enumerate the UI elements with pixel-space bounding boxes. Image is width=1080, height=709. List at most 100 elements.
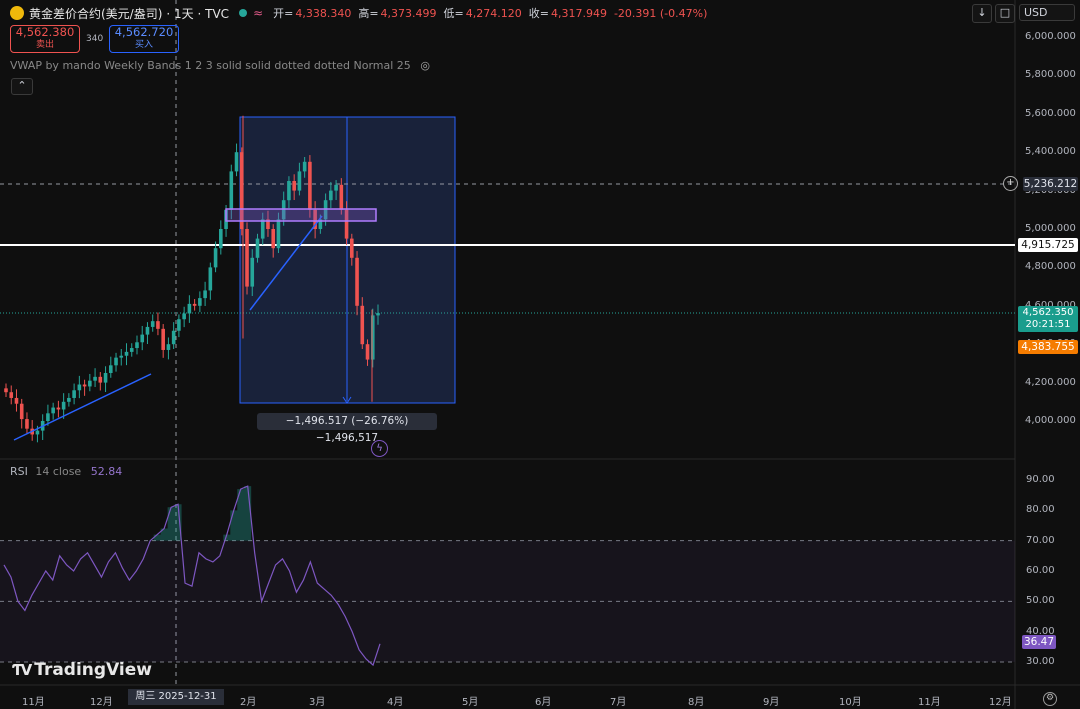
candle-body bbox=[245, 229, 249, 287]
symbol-header: 黄金差价合约(美元/盎司) · 1天 · TVC ≈ 开= 4,338.340 … bbox=[10, 4, 714, 22]
last-price: 4,562.350 bbox=[1022, 307, 1074, 318]
time-axis-label: 8月 bbox=[688, 697, 705, 708]
gold-coin-icon bbox=[10, 6, 24, 20]
high-label: 高= bbox=[358, 7, 379, 20]
candle-body bbox=[182, 313, 186, 320]
buy-label: 买入 bbox=[134, 40, 153, 50]
sell-label: 卖出 bbox=[35, 40, 54, 50]
buy-button[interactable]: 4,562.720 买入 bbox=[109, 25, 179, 53]
rsi-label: RSI bbox=[10, 465, 28, 478]
candle-body bbox=[88, 380, 92, 387]
candle-body bbox=[145, 326, 150, 335]
candle-body bbox=[255, 238, 260, 258]
fullscreen-button[interactable]: □ bbox=[995, 4, 1015, 23]
open-label: 开= bbox=[273, 7, 294, 20]
rsi-line bbox=[3, 485, 381, 667]
rsi-axis-label: 70.00 bbox=[1026, 534, 1055, 546]
candle-body bbox=[171, 330, 176, 345]
collapse-indicators-button[interactable]: ⌃ bbox=[11, 78, 33, 95]
add-alert-icon[interactable]: + bbox=[1003, 176, 1018, 191]
rsi-axis-label: 60.00 bbox=[1026, 565, 1055, 576]
tv-logo-icon: ƬV bbox=[12, 661, 32, 679]
candle-body bbox=[302, 161, 307, 172]
time-axis-label: 9月 bbox=[763, 697, 780, 708]
rsi-axis-label: 50.00 bbox=[1026, 595, 1055, 607]
buy-price: 4,562.720 bbox=[114, 25, 174, 39]
crosshair-price-tag: 5,236.212 bbox=[1023, 177, 1078, 191]
measure-arrow-head bbox=[342, 396, 352, 404]
download-button[interactable]: ↓ bbox=[972, 4, 992, 23]
price-axis-label: 5,000.000 bbox=[1025, 223, 1076, 234]
change-value: -20.391 (-0.47%) bbox=[613, 6, 708, 20]
candle-body bbox=[135, 342, 139, 349]
candle-body bbox=[129, 348, 134, 352]
candle-body bbox=[150, 321, 155, 327]
rsi-indicator-label[interactable]: RSI 14 close 52.84 bbox=[10, 465, 122, 478]
time-axis-label: 10月 bbox=[839, 697, 862, 708]
time-axis-label: 4月 bbox=[387, 697, 404, 708]
rsi-axis-label: 90.00 bbox=[1026, 474, 1055, 485]
candle-body bbox=[250, 257, 255, 287]
candle-body bbox=[234, 152, 239, 172]
vwap-indicator-label[interactable]: VWAP by mando Weekly Bands 1 2 3 solid s… bbox=[10, 59, 430, 72]
measure-result-label: −1,496.517 (−26.76%) −1,496,517 bbox=[257, 413, 437, 444]
candle-body bbox=[350, 238, 354, 258]
candle-body bbox=[187, 303, 192, 314]
time-axis-label: 5月 bbox=[462, 697, 479, 708]
price-axis-label: 4,200.000 bbox=[1025, 376, 1076, 388]
candle-body bbox=[140, 334, 145, 343]
low-label: 低= bbox=[443, 7, 464, 20]
symbol-name[interactable]: 黄金差价合约(美元/盎司) bbox=[29, 6, 163, 21]
candle-body bbox=[14, 397, 19, 404]
bar-countdown: 20:21:51 bbox=[1025, 319, 1071, 330]
price-axis-label: 4,600.000 bbox=[1025, 300, 1076, 311]
candle-body bbox=[229, 171, 234, 210]
candle-body bbox=[203, 290, 207, 299]
candle-body bbox=[114, 357, 118, 366]
time-axis-label: 12月 bbox=[90, 697, 113, 708]
chevron-up-icon: ⌃ bbox=[17, 79, 27, 92]
lightning-icon[interactable]: ϟ bbox=[371, 440, 388, 457]
candle-body bbox=[51, 407, 55, 414]
price-axis-label: 4,800.000 bbox=[1025, 261, 1076, 273]
price-axis-label: 5,800.000 bbox=[1025, 69, 1076, 81]
candle-body bbox=[323, 200, 328, 220]
spread-value: 340 bbox=[86, 34, 104, 44]
candle-body bbox=[365, 344, 370, 360]
eye-off-icon[interactable]: ◎ bbox=[420, 59, 430, 72]
candle-body bbox=[271, 229, 276, 249]
candle-body bbox=[177, 319, 181, 331]
candle-body bbox=[93, 376, 97, 381]
candle-body bbox=[318, 219, 323, 229]
interval-source[interactable]: · 1天 · TVC bbox=[166, 6, 230, 21]
candle-body bbox=[376, 313, 380, 316]
time-axis-label: 11月 bbox=[22, 697, 45, 708]
price-axis-label: 6,000.000 bbox=[1025, 31, 1076, 42]
open-value: 4,338.340 bbox=[295, 6, 352, 20]
price-axis-label: 5,400.000 bbox=[1025, 146, 1076, 158]
settings-gear-icon[interactable]: ⚙ bbox=[1043, 692, 1057, 706]
candle-body bbox=[166, 344, 171, 350]
close-label: 收= bbox=[528, 7, 549, 20]
rsi-axis-label: 40.00 bbox=[1026, 625, 1055, 637]
candle-body bbox=[260, 219, 265, 239]
high-value: 4,373.499 bbox=[380, 6, 437, 20]
candle-body bbox=[213, 248, 218, 268]
currency-select[interactable]: USD bbox=[1019, 4, 1075, 21]
time-axis-label: 6月 bbox=[535, 697, 552, 708]
rsi-axis-label: 80.00 bbox=[1026, 504, 1055, 516]
tradingview-logo: ƬV TradingView bbox=[12, 660, 152, 680]
rsi-value: 52.84 bbox=[90, 465, 123, 478]
candle-body bbox=[103, 373, 108, 383]
resistance-zone-box bbox=[225, 208, 377, 222]
candle-body bbox=[156, 321, 160, 329]
trendline-upper bbox=[249, 215, 323, 311]
vwap-price-tag: 4,383.755 bbox=[1018, 340, 1078, 354]
low-value: 4,274.120 bbox=[465, 6, 522, 20]
market-status-icon bbox=[239, 9, 248, 17]
candle-body bbox=[287, 181, 291, 201]
sell-button[interactable]: 4,562.380 卖出 bbox=[10, 25, 80, 53]
square-icon: □ bbox=[999, 6, 1011, 19]
candle-body bbox=[313, 209, 317, 229]
